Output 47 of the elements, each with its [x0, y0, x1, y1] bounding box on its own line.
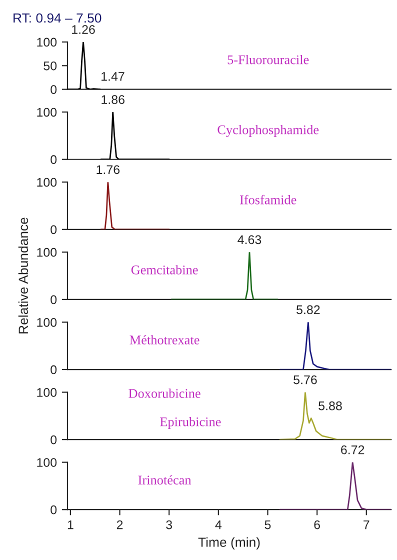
annotation: 6.72 — [341, 445, 364, 454]
annotation: 1.76 — [96, 165, 120, 174]
annotation: 1.86 — [102, 95, 124, 104]
annotation: Méthotrexate — [130, 335, 200, 344]
y-tick-label: 100 — [37, 458, 57, 467]
annotation: 1.26 — [72, 25, 95, 34]
x-axis-title: Time (min) — [198, 537, 260, 550]
x-tick-label: 2 — [116, 520, 123, 530]
y-tick-label: 100 — [37, 38, 57, 47]
annotation: 5-Fluorouracile — [228, 54, 309, 64]
annotation: 5.76 — [294, 375, 317, 384]
line-series — [279, 462, 392, 510]
annotation: 5.88 — [318, 401, 342, 410]
annotation: 4.63 — [238, 235, 262, 244]
y-tick-label: 0 — [50, 435, 57, 444]
chart-title: RT: 0.94 – 7.50 — [14, 13, 102, 23]
y-tick-label: 100 — [37, 388, 57, 397]
y-tick-label: 0 — [50, 85, 57, 94]
y-tick-label: 100 — [37, 178, 57, 187]
y-tick-label: 0 — [50, 505, 57, 514]
x-tick-label: 5 — [264, 520, 271, 530]
y-tick-label: 0 — [50, 225, 57, 234]
y-tick-label: 0 — [50, 295, 57, 304]
y-tick-label: 0 — [50, 365, 57, 374]
annotation: Cyclophosphamide — [218, 124, 319, 137]
line-series — [279, 392, 392, 440]
y-tick-label: 100 — [37, 318, 57, 327]
annotation: Gemcitabine — [131, 265, 198, 274]
annotation: Epirubicine — [160, 417, 221, 429]
y-axis-title: Relative Abundance — [18, 218, 28, 334]
annotation: Doxorubicine — [128, 388, 200, 398]
annotation: 1.47 — [102, 72, 124, 81]
y-tick-label: 50 — [44, 61, 57, 70]
x-tick-label: 7 — [364, 520, 370, 530]
line-series — [100, 112, 170, 160]
annotation: Ifosfamide — [240, 194, 296, 204]
line-series — [100, 182, 170, 230]
annotation: 5.82 — [296, 305, 320, 314]
y-tick-label: 0 — [50, 155, 57, 164]
x-tick-label: 4 — [215, 520, 222, 530]
x-tick-label: 1 — [68, 520, 74, 530]
y-tick-label: 100 — [37, 108, 57, 117]
y-tick-label: 100 — [37, 248, 57, 257]
x-tick-label: 6 — [314, 520, 320, 530]
annotation: Irinotécan — [138, 475, 192, 485]
x-tick-label: 3 — [166, 520, 172, 530]
line-series — [279, 322, 392, 370]
